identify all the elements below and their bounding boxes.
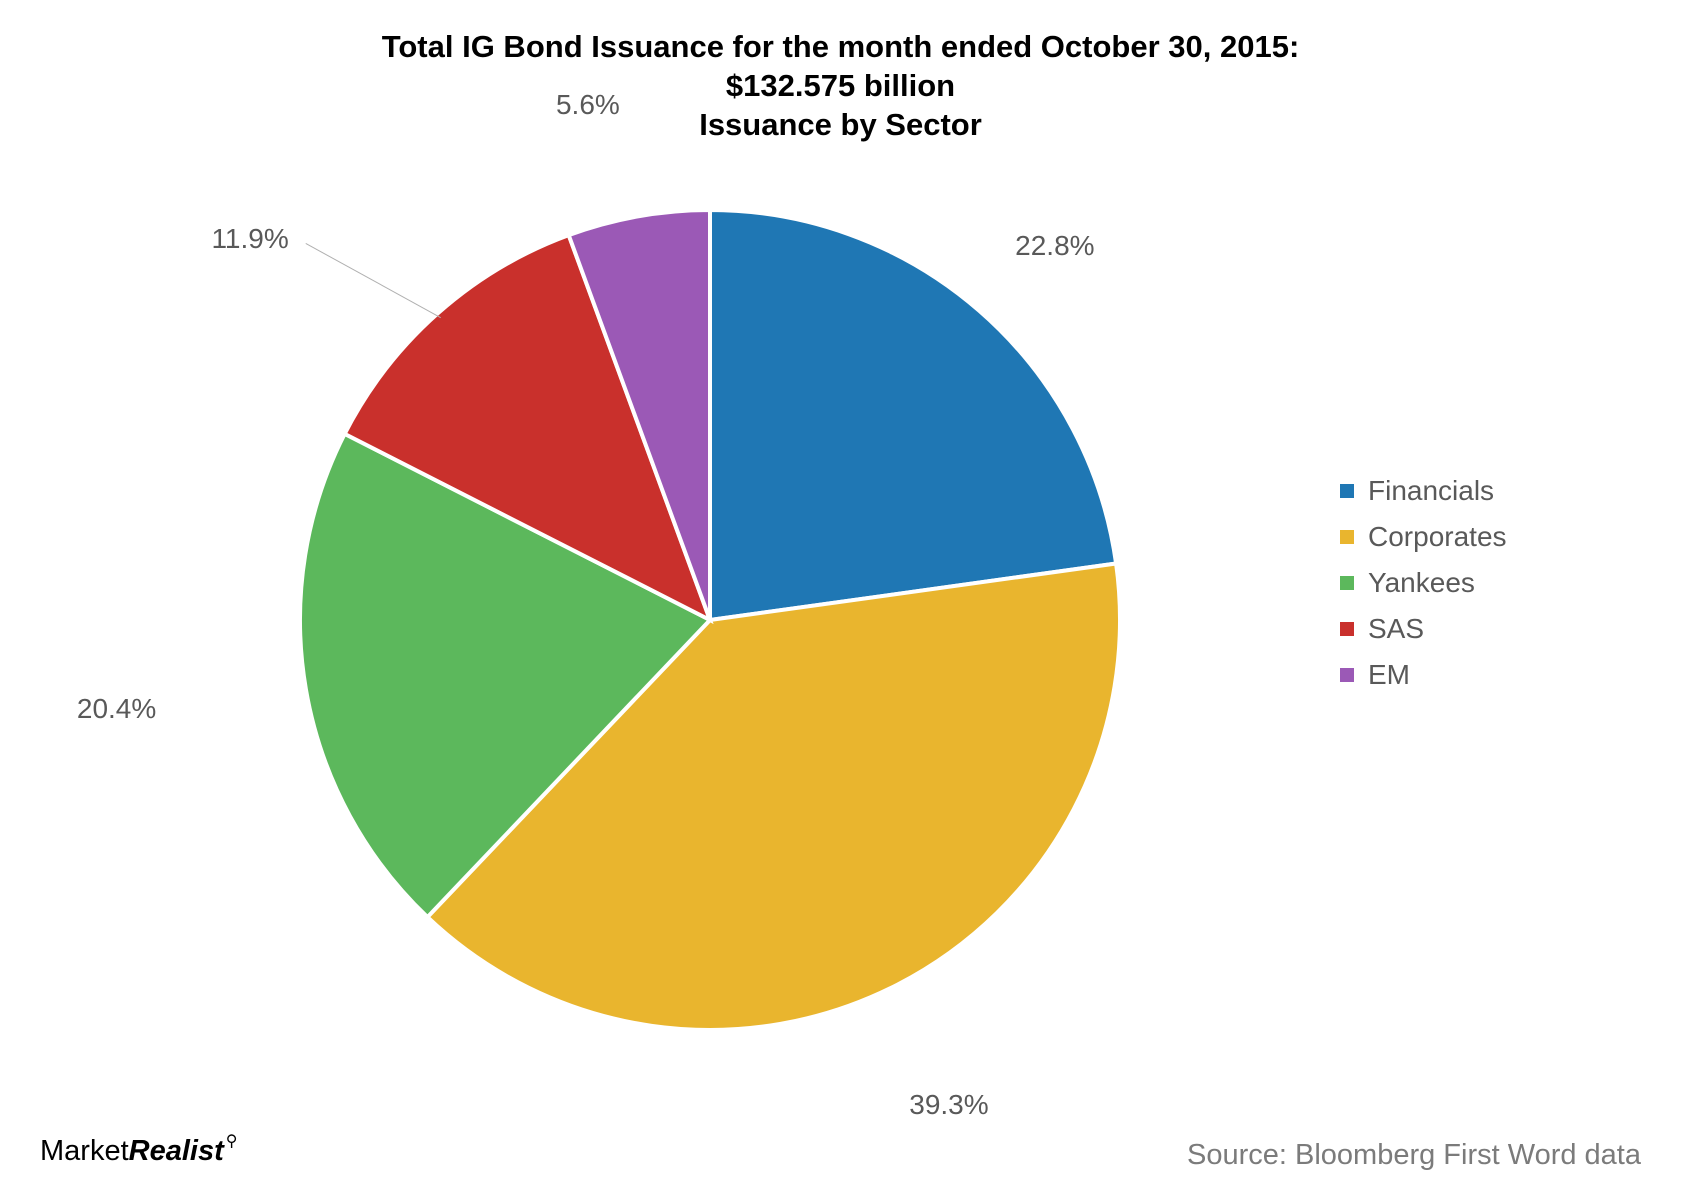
brand-word2: Realist — [129, 1135, 224, 1168]
chart-title-line2: $132.575 billion — [0, 67, 1681, 106]
pie-slice-label: 5.6% — [556, 89, 620, 121]
legend-item: Yankees — [1340, 567, 1507, 599]
legend: Financials Corporates Yankees SAS EM — [1340, 475, 1507, 705]
pie-slice-label: 39.3% — [909, 1089, 988, 1121]
brand-word1: Market — [40, 1135, 129, 1168]
chart-title: Total IG Bond Issuance for the month end… — [0, 28, 1681, 144]
legend-label: Corporates — [1368, 521, 1507, 553]
legend-label: SAS — [1368, 613, 1424, 645]
legend-label: EM — [1368, 659, 1410, 691]
pie-chart — [270, 180, 1150, 1060]
legend-swatch — [1340, 484, 1354, 498]
legend-swatch — [1340, 576, 1354, 590]
chart-title-line3: Issuance by Sector — [0, 106, 1681, 145]
legend-label: Yankees — [1368, 567, 1475, 599]
legend-item: Corporates — [1340, 521, 1507, 553]
legend-swatch — [1340, 668, 1354, 682]
legend-item: EM — [1340, 659, 1507, 691]
legend-item: SAS — [1340, 613, 1507, 645]
chart-title-line1: Total IG Bond Issuance for the month end… — [0, 28, 1681, 67]
magnifier-icon: ⚲ — [226, 1131, 238, 1151]
legend-swatch — [1340, 622, 1354, 636]
pie-slice-label: 11.9% — [211, 223, 288, 255]
brand-logo: Market Realist ⚲ — [40, 1135, 237, 1168]
pie-slice-label: 20.4% — [77, 693, 156, 725]
pie-slice-label: 22.8% — [1015, 230, 1094, 262]
source-attribution: Source: Bloomberg First Word data — [1187, 1139, 1641, 1172]
pie-svg — [270, 180, 1150, 1060]
legend-swatch — [1340, 530, 1354, 544]
legend-label: Financials — [1368, 475, 1494, 507]
legend-item: Financials — [1340, 475, 1507, 507]
pie-slice — [710, 210, 1116, 620]
